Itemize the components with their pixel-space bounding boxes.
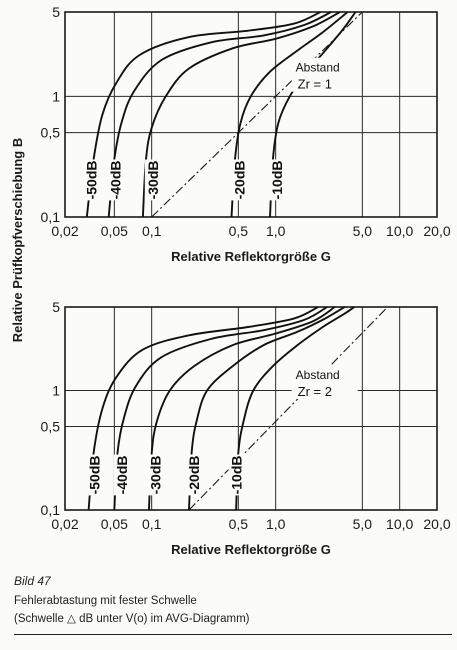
series-curve-minus50dB (85, 11, 321, 218)
x-tick-label: 10,0 (386, 223, 413, 239)
y-tick-label: 5 (52, 299, 60, 315)
annotation-line-2: Zr = 2 (298, 384, 332, 399)
x-tick-label: 0,5 (229, 223, 249, 239)
annotation-bg (291, 364, 358, 399)
y-tick-label: 0,1 (41, 209, 61, 225)
y-tick-label: 0,1 (41, 502, 61, 518)
series-label: -10dB (269, 160, 285, 199)
x-axis-label: Relative Reflektorgröße G (171, 542, 331, 557)
x-tick-label: 0,1 (142, 516, 162, 532)
series-curve-minus20dB (188, 306, 346, 511)
series-curve-minus40dB (107, 11, 332, 218)
plot-frame (64, 11, 438, 218)
series-label-bg (83, 159, 100, 201)
y-tick-label: 0,5 (41, 125, 61, 141)
y-tick-label: 5 (52, 4, 60, 20)
series-label: -50dB (84, 160, 100, 199)
series-label-bg (268, 159, 285, 201)
series-label-bg (144, 159, 161, 201)
plot-frame (64, 306, 438, 511)
annotation-line-2: Zr = 1 (298, 77, 332, 92)
series-label: -40dB (114, 455, 130, 494)
annotation-line-1: Abstand (296, 61, 340, 75)
x-tick-label: 0,5 (229, 516, 249, 532)
y-tick-label: 1 (52, 88, 60, 104)
series-label-bg (147, 454, 164, 496)
x-tick-label: 0,05 (101, 223, 128, 239)
series-label: -30dB (148, 455, 164, 494)
series-label: -20dB (231, 160, 247, 199)
series-label-bg (231, 159, 248, 201)
series-label: -10dB (229, 455, 245, 494)
x-tick-label: 0,02 (51, 223, 78, 239)
chart-bottom: 0,02 0,05 0,1 0,5 1,0 5,0 10,0 20,0 5 1 0,5 0,1 Rela… (41, 299, 451, 557)
caption-line-1: Fehlerabtastung mit fester Schwelle (14, 595, 197, 607)
x-tick-label: 20,0 (423, 223, 450, 239)
y-tick-label: 1 (52, 383, 60, 399)
annotation-line-1: Abstand (296, 368, 340, 382)
caption-line-2: (Schwelle △ dB unter V(o) im AVG-Diagram… (14, 613, 250, 625)
caption-rule (14, 634, 452, 635)
annotation-bg (291, 57, 358, 92)
x-tick-label: 0,02 (51, 516, 78, 532)
series-curve-minus10dB (235, 306, 355, 511)
reference-line (151, 11, 363, 218)
x-tick-label: 1,0 (266, 223, 286, 239)
series-label-bg (107, 159, 124, 201)
series-label-bg (86, 454, 103, 496)
x-tick-label: 10,0 (386, 516, 413, 532)
series-label: -40dB (107, 160, 123, 199)
x-tick-label: 1,0 (266, 516, 286, 532)
x-tick-label: 0,05 (101, 516, 128, 532)
series-label: -50dB (87, 455, 103, 494)
series-label-bg (113, 454, 130, 496)
x-tick-label: 5,0 (353, 223, 373, 239)
series-curve-minus50dB (87, 306, 319, 511)
series-curve-minus20dB (230, 11, 349, 218)
figure: Relative Prüfkopfverschiebung B 0,02 0,05… (10, 4, 451, 557)
series-label-bg (185, 454, 202, 496)
distance-annotation: Abstand Zr = 2 (291, 364, 358, 399)
x-tick-label: 0,1 (142, 223, 162, 239)
x-axis-label: Relative Reflektorgröße G (171, 249, 331, 264)
reference-line (188, 306, 389, 511)
x-tick-label: 20,0 (423, 516, 450, 532)
series-curve-minus40dB (113, 306, 328, 511)
series-curve-minus30dB (141, 11, 341, 218)
chart-top: 0,02 0,05 0,1 0,5 1,0 5,0 10,0 20,0 5 1 0,5 0,1 Rela… (41, 4, 451, 264)
figure-number: Bild 47 (14, 574, 51, 588)
x-tick-label: 5,0 (353, 516, 373, 532)
y-axis-label: Relative Prüfkopfverschiebung B (10, 138, 25, 342)
y-tick-label: 0,5 (41, 418, 61, 434)
distance-annotation: Abstand Zr = 1 (291, 57, 358, 92)
series-curve-minus30dB (147, 306, 336, 511)
series-label: -30dB (145, 160, 161, 199)
series-label-bg (228, 454, 245, 496)
series-label: -20dB (186, 455, 202, 494)
